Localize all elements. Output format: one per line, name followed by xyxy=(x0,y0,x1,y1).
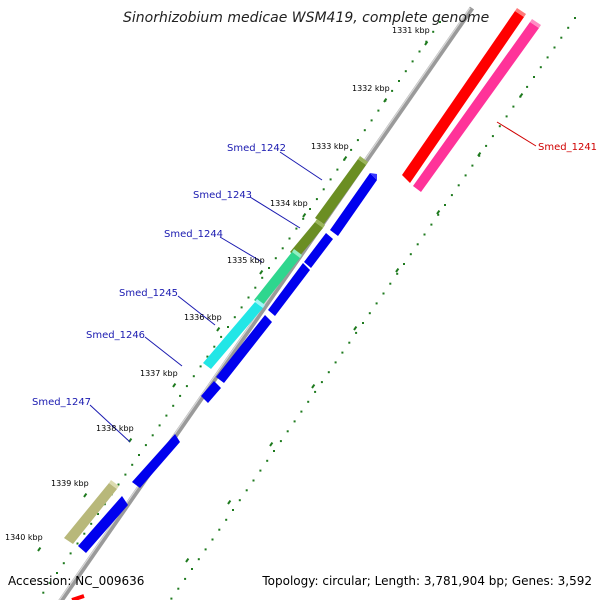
tick-marks xyxy=(37,41,524,563)
tick-label-1337: 1337 kbp xyxy=(140,369,178,378)
gene-smed-1245-cyan[interactable] xyxy=(203,299,265,369)
cds-blue-2[interactable] xyxy=(304,233,333,268)
gene-label-smed-1243[interactable]: Smed_1243 xyxy=(193,190,252,201)
cds-blue-3[interactable] xyxy=(268,263,310,316)
tick-labels: 1331 kbp 1332 kbp 1333 kbp 1334 kbp 1335… xyxy=(5,26,430,542)
gene-label-smed-1241[interactable]: Smed_1241 xyxy=(538,142,597,153)
cds-blue-6[interactable] xyxy=(132,434,180,488)
tick-mark xyxy=(302,213,307,218)
gene-label-smed-1247[interactable]: Smed_1247 xyxy=(32,397,91,408)
tick-mark-outer xyxy=(185,558,190,563)
tick-mark-outer xyxy=(395,268,400,273)
tick-dots-outer xyxy=(170,17,576,600)
gene-label-smed-1242[interactable]: Smed_1242 xyxy=(227,143,286,154)
tick-mark xyxy=(37,547,42,552)
accession-text: Accession: NC_009636 xyxy=(8,574,145,588)
ring-edge-red xyxy=(71,594,85,600)
gene-label-smed-1245[interactable]: Smed_1245 xyxy=(119,288,178,299)
tick-mark-outer xyxy=(477,152,482,157)
tick-mark xyxy=(424,41,429,46)
tick-mark-outer xyxy=(311,384,316,389)
tick-dots-inner xyxy=(42,21,441,594)
tick-label-1332: 1332 kbp xyxy=(352,84,390,93)
tick-mark-outer xyxy=(519,93,524,98)
gene-smed-1241-red[interactable] xyxy=(402,8,526,183)
tick-label-1335: 1335 kbp xyxy=(227,256,265,265)
tick-label-1334: 1334 kbp xyxy=(270,199,308,208)
gene-smed-1244-green[interactable] xyxy=(254,249,302,306)
gene-label-smed-1246[interactable]: Smed_1246 xyxy=(86,330,145,341)
gene-smed-1247-khaki[interactable] xyxy=(64,480,119,544)
tick-mark-outer xyxy=(353,326,358,331)
tick-mark-outer xyxy=(269,442,274,447)
tick-label-1340: 1340 kbp xyxy=(5,533,43,542)
tick-label-1338: 1338 kbp xyxy=(96,424,134,433)
gene-labels: Smed_1241 Smed_1242 Smed_1243 Smed_1244 … xyxy=(32,142,597,408)
tick-mark xyxy=(343,156,348,161)
gene-features xyxy=(64,8,541,553)
tick-mark-outer xyxy=(227,500,232,505)
tick-label-1339: 1339 kbp xyxy=(51,479,89,488)
tick-mark xyxy=(216,327,221,332)
gene-smed-1243-olive[interactable] xyxy=(290,219,325,258)
tick-label-1331: 1331 kbp xyxy=(392,26,430,35)
cds-blue-5[interactable] xyxy=(201,381,221,403)
gene-label-smed-1244[interactable]: Smed_1244 xyxy=(164,229,223,240)
gene-smed-1242-olive[interactable] xyxy=(315,156,368,224)
cds-blue-4[interactable] xyxy=(216,315,272,383)
cds-blue-7[interactable] xyxy=(78,496,128,553)
tick-mark xyxy=(259,270,264,275)
label-connectors xyxy=(89,121,537,443)
cds-blue-1[interactable] xyxy=(330,173,377,236)
tick-mark-outer xyxy=(436,210,441,215)
tick-mark xyxy=(83,493,88,498)
gene-smed-1241-pink[interactable] xyxy=(413,19,541,192)
topology-summary: Topology: circular; Length: 3,781,904 bp… xyxy=(262,574,592,588)
tick-mark xyxy=(172,383,177,388)
tick-mark xyxy=(383,98,388,103)
tick-label-1336: 1336 kbp xyxy=(184,313,222,322)
map-title: Sinorhizobium medicae WSM419, complete g… xyxy=(123,10,489,26)
tick-label-1333: 1333 kbp xyxy=(311,142,349,151)
